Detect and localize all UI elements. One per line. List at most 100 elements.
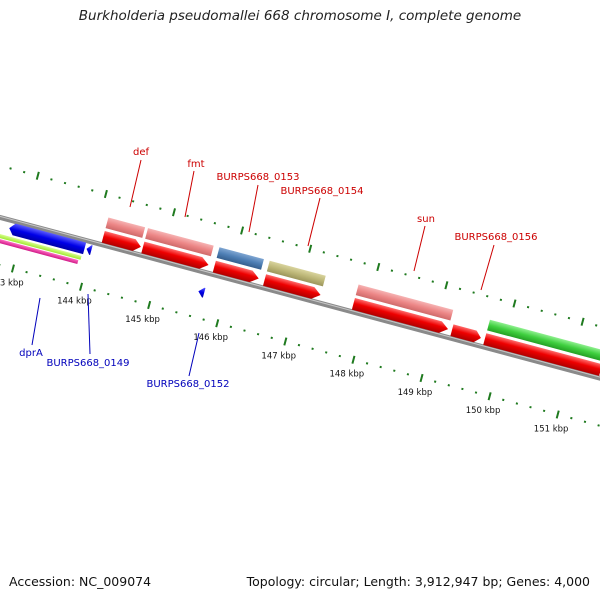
ruler-major-tick: [308, 244, 313, 253]
ruler-label: 150 kbp: [466, 406, 501, 416]
gene-def-cds-arrow[interactable]: [101, 230, 143, 253]
ruler-minor-tick: [393, 369, 396, 372]
ruler-minor-tick: [131, 200, 135, 203]
gene-0153-cds-arrow[interactable]: [212, 260, 261, 284]
ruler-minor-tick: [77, 185, 80, 188]
ruler-minor-tick: [188, 314, 192, 318]
ruler-minor-tick: [540, 309, 543, 313]
gene-fmt-reverse[interactable]: [145, 228, 214, 257]
ruler-minor-tick: [213, 221, 217, 225]
ruler-minor-tick: [227, 225, 230, 229]
gene-lime-bar[interactable]: [0, 233, 82, 260]
ruler-major-tick: [240, 226, 245, 235]
gene-burps668-0152-arrow[interactable]: [197, 286, 206, 298]
ruler-major-tick: [555, 410, 560, 419]
gene-sun-cds-arrow[interactable]: [351, 298, 450, 335]
ruler-minor-tick: [38, 274, 42, 278]
gene-def-reverse[interactable]: [105, 217, 146, 238]
ruler-major-tick: [487, 392, 492, 401]
ruler-minor-tick: [311, 347, 314, 351]
ruler-label: 151 kbp: [534, 424, 569, 434]
ruler-minor-tick: [268, 236, 271, 240]
ruler-minor-tick: [202, 318, 205, 321]
lower-tick-ruler: 143 kbp 144 kbp 145 kbp 146 kbp 147 kbp 148 k…: [0, 263, 600, 434]
ruler-label: 146 kbp: [193, 333, 228, 343]
gene-fmt-cds-arrow[interactable]: [141, 241, 210, 271]
ruler-minor-tick: [270, 336, 273, 340]
ruler-major-tick: [35, 171, 40, 180]
ruler-minor-tick: [554, 313, 557, 316]
ruler-label: 143 kbp: [0, 278, 24, 288]
gene-label-burps668-0153: BURPS668_0153: [216, 172, 299, 183]
ruler-minor-tick: [583, 420, 587, 423]
ruler-major-tick: [171, 208, 176, 217]
ruler-minor-tick: [515, 402, 519, 405]
ruler-minor-tick: [254, 232, 257, 236]
ruler-minor-tick: [324, 351, 328, 354]
upper-tick-ruler: [9, 167, 598, 327]
ruler-minor-tick: [63, 181, 67, 185]
gene-dprA-arrow[interactable]: [8, 222, 87, 255]
gene-burps668-0149-arrow[interactable]: [85, 244, 93, 256]
ruler-major-tick: [419, 373, 424, 383]
ruler-minor-tick: [200, 218, 203, 221]
ruler-label: 148 kbp: [330, 370, 365, 380]
ruler-minor-tick: [295, 243, 298, 247]
map-title: Burkholderia pseudomallei 668 chromosome…: [78, 8, 522, 24]
ruler-minor-tick: [50, 178, 53, 181]
gene-burps668-0156[interactable]: [487, 319, 600, 362]
ruler-major-tick: [283, 337, 288, 346]
gene-0155-cds-arrow[interactable]: [450, 324, 482, 343]
ruler-minor-tick: [9, 167, 12, 170]
gene-0154-cds-arrow[interactable]: [262, 274, 322, 301]
ruler-minor-tick: [0, 263, 1, 267]
ruler-minor-tick: [404, 273, 407, 276]
ruler-minor-tick: [322, 251, 326, 254]
ruler-major-tick: [147, 300, 152, 310]
gene-sun[interactable]: [355, 284, 454, 321]
ruler-major-tick: [580, 317, 585, 326]
ruler-major-tick: [103, 189, 108, 199]
ruler-label: 149 kbp: [398, 388, 433, 398]
ruler-minor-tick: [22, 170, 26, 174]
ruler-minor-tick: [93, 289, 96, 292]
ruler-minor-tick: [349, 258, 353, 261]
ruler-minor-tick: [134, 300, 137, 303]
ruler-minor-tick: [542, 409, 546, 413]
ruler-minor-tick: [526, 305, 530, 309]
label-leaders: [31, 159, 495, 377]
ruler-minor-tick: [461, 387, 464, 391]
ruler-minor-tick: [379, 365, 382, 369]
gene-label-burps668-0152: BURPS668_0152: [146, 379, 229, 390]
topology-text: Topology: circular; Length: 3,912,947 bp…: [246, 574, 590, 589]
genome-backbone: [0, 174, 600, 387]
ruler-major-tick: [512, 299, 517, 308]
gene-burps668-0154[interactable]: [266, 260, 326, 287]
gene-magenta-bar[interactable]: [0, 237, 79, 265]
ruler-major-tick: [79, 282, 84, 291]
gene-label-burps668-0149: BURPS668_0149: [46, 358, 129, 369]
ruler-minor-tick: [52, 278, 56, 281]
ruler-minor-tick: [256, 332, 260, 336]
ruler-minor-tick: [567, 316, 571, 320]
gene-label-def: def: [133, 147, 150, 158]
ruler-minor-tick: [25, 270, 28, 274]
ruler-major-tick: [10, 264, 15, 273]
ruler-minor-tick: [529, 405, 532, 409]
ruler-minor-tick: [159, 207, 162, 210]
gene-0156-cds-arrow[interactable]: [483, 333, 600, 376]
ruler-minor-tick: [594, 324, 598, 327]
ruler-minor-tick: [243, 329, 246, 332]
ruler-minor-tick: [406, 373, 410, 376]
gene-label-fmt: fmt: [187, 159, 204, 170]
ruler-minor-tick: [502, 398, 505, 402]
ruler-minor-tick: [118, 196, 121, 199]
ruler-minor-tick: [145, 203, 148, 207]
ruler-minor-tick: [186, 214, 189, 218]
ruler-minor-tick: [175, 311, 178, 314]
ruler-major-tick: [215, 319, 220, 328]
ruler-minor-tick: [297, 343, 301, 347]
gene-label-sun: sun: [417, 214, 435, 225]
gene-burps668-0153[interactable]: [216, 247, 264, 270]
